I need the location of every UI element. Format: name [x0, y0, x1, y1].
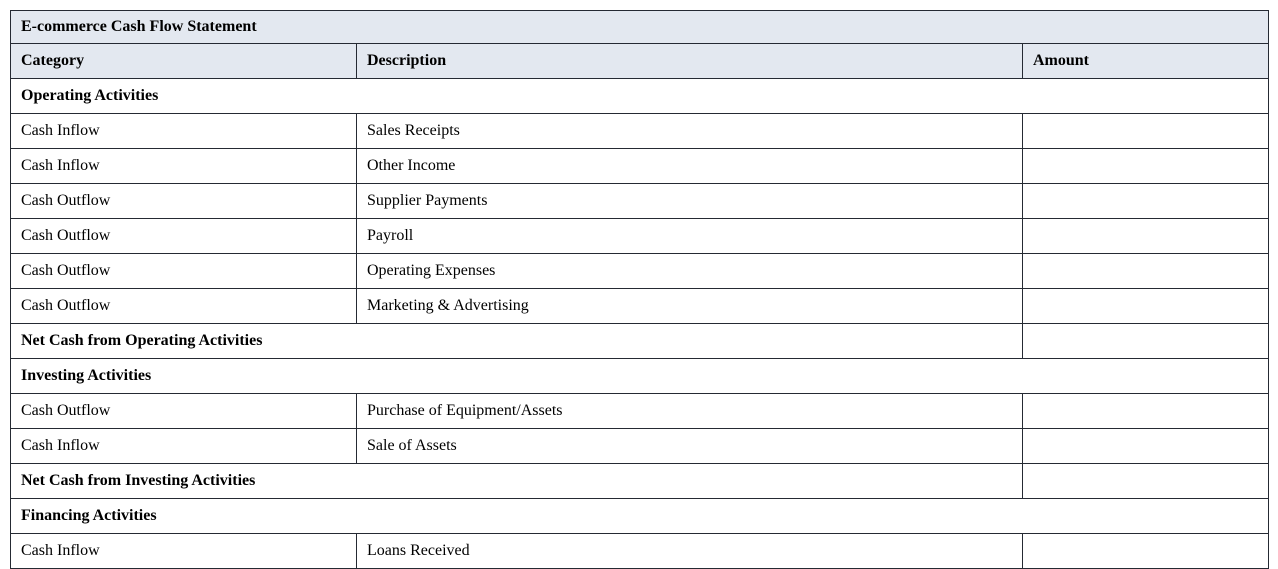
- category-cell: Cash Outflow: [10, 183, 357, 219]
- data-row: Cash Outflow Supplier Payments: [10, 183, 1269, 219]
- table-header-row: Category Description Amount: [10, 43, 1269, 79]
- amount-cell[interactable]: [1022, 183, 1269, 219]
- description-cell: Operating Expenses: [356, 253, 1023, 289]
- amount-cell[interactable]: [1022, 393, 1269, 429]
- amount-cell[interactable]: [1022, 428, 1269, 464]
- description-cell: Marketing & Advertising: [356, 288, 1023, 324]
- category-cell: Cash Outflow: [10, 288, 357, 324]
- amount-cell[interactable]: [1022, 148, 1269, 184]
- category-cell: Cash Outflow: [10, 253, 357, 289]
- table-title: E-commerce Cash Flow Statement: [10, 10, 1269, 44]
- column-header-category: Category: [10, 43, 357, 79]
- description-cell: Loans Received: [356, 533, 1023, 569]
- data-row: Cash Inflow Loans Received: [10, 533, 1269, 569]
- cash-flow-table: E-commerce Cash Flow Statement Category De…: [10, 10, 1269, 569]
- data-row: Cash Outflow Operating Expenses: [10, 253, 1269, 289]
- total-label: Net Cash from Investing Activities: [10, 463, 1023, 499]
- data-row: Cash Inflow Other Income: [10, 148, 1269, 184]
- category-cell: Cash Inflow: [10, 113, 357, 149]
- section-row: Financing Activities: [10, 498, 1269, 534]
- total-label: Net Cash from Operating Activities: [10, 323, 1023, 359]
- section-label: Investing Activities: [10, 358, 1269, 394]
- section-row: Investing Activities: [10, 358, 1269, 394]
- section-label: Operating Activities: [10, 78, 1269, 114]
- category-cell: Cash Outflow: [10, 218, 357, 254]
- category-cell: Cash Outflow: [10, 393, 357, 429]
- amount-cell[interactable]: [1022, 288, 1269, 324]
- data-row: Cash Outflow Marketing & Advertising: [10, 288, 1269, 324]
- total-row: Net Cash from Investing Activities: [10, 463, 1269, 499]
- section-label: Financing Activities: [10, 498, 1269, 534]
- category-cell: Cash Inflow: [10, 148, 357, 184]
- section-row: Operating Activities: [10, 78, 1269, 114]
- amount-cell[interactable]: [1022, 463, 1269, 499]
- data-row: Cash Outflow Payroll: [10, 218, 1269, 254]
- description-cell: Payroll: [356, 218, 1023, 254]
- amount-cell[interactable]: [1022, 533, 1269, 569]
- total-row: Net Cash from Operating Activities: [10, 323, 1269, 359]
- data-row: Cash Outflow Purchase of Equipment/Assets: [10, 393, 1269, 429]
- category-cell: Cash Inflow: [10, 428, 357, 464]
- data-row: Cash Inflow Sale of Assets: [10, 428, 1269, 464]
- description-cell: Sale of Assets: [356, 428, 1023, 464]
- description-cell: Purchase of Equipment/Assets: [356, 393, 1023, 429]
- table-title-row: E-commerce Cash Flow Statement: [10, 10, 1269, 44]
- amount-cell[interactable]: [1022, 218, 1269, 254]
- description-cell: Sales Receipts: [356, 113, 1023, 149]
- amount-cell[interactable]: [1022, 113, 1269, 149]
- amount-cell[interactable]: [1022, 323, 1269, 359]
- description-cell: Supplier Payments: [356, 183, 1023, 219]
- column-header-amount: Amount: [1022, 43, 1269, 79]
- data-row: Cash Inflow Sales Receipts: [10, 113, 1269, 149]
- category-cell: Cash Inflow: [10, 533, 357, 569]
- column-header-description: Description: [356, 43, 1023, 79]
- description-cell: Other Income: [356, 148, 1023, 184]
- amount-cell[interactable]: [1022, 253, 1269, 289]
